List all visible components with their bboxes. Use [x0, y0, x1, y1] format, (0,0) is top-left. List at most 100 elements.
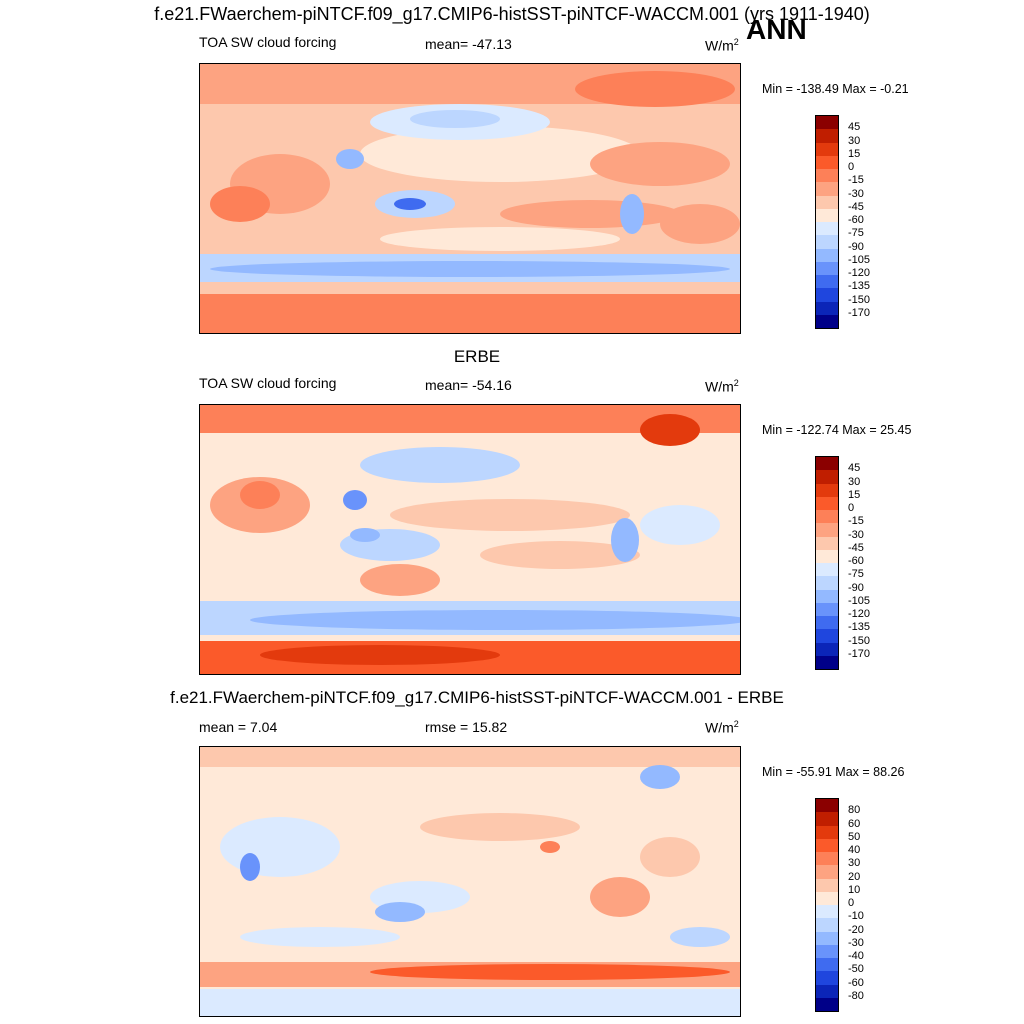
colorbar-tick-label: -50 [848, 963, 864, 976]
colorbar-tick-label: -170 [848, 306, 871, 319]
colorbar-tick-label: -30 [848, 187, 864, 200]
colorbar-tick-label: 40 [848, 844, 861, 856]
colorbar-swatch [816, 301, 838, 315]
colorbar-swatch [816, 576, 838, 590]
colorbar-swatch [816, 997, 838, 1011]
colorbar-swatch [816, 563, 838, 577]
colorbar-tick-label: -20 [848, 923, 864, 936]
colorbar-swatch [816, 536, 838, 550]
colorbar-tick-label: -60 [848, 976, 864, 989]
figure-title: f.e21.FWaerchem-piNTCF.f09_g17.CMIP6-his… [154, 4, 870, 24]
colorbar-swatch [816, 838, 838, 852]
panel2-map [199, 404, 741, 675]
colorbar-tick-label: -75 [848, 227, 864, 240]
colorbar-tick-label: -90 [848, 581, 864, 594]
colorbar-swatch [816, 195, 838, 209]
colorbar-tick-label: 0 [848, 897, 855, 909]
colorbar-swatch [816, 944, 838, 958]
panel1-map [199, 63, 741, 334]
colorbar-swatch [816, 958, 838, 972]
colorbar-tick-label: -120 [848, 608, 871, 620]
colorbar-swatch [816, 510, 838, 524]
colorbar-tick-label: 50 [848, 830, 861, 843]
colorbar-swatch [816, 984, 838, 998]
colorbar-tick-label: 15 [848, 147, 861, 160]
colorbar-swatch [816, 248, 838, 262]
panel2-map-field [200, 405, 740, 674]
panel2-title: ERBE [453, 347, 501, 366]
colorbar-tick-label: 60 [848, 817, 861, 830]
colorbar-tick-label: 45 [848, 462, 861, 475]
panel3-title: f.e21.FWaerchem-piNTCF.f09_g17.CMIP6-his… [170, 688, 784, 707]
season-label: ANN [746, 14, 807, 45]
colorbar-tick-label: -30 [848, 528, 864, 541]
colorbar-swatch [816, 129, 838, 143]
colorbar-swatch [816, 496, 838, 510]
colorbar-tick-label: -120 [848, 267, 871, 279]
colorbar-swatch [816, 589, 838, 603]
panel2-variable-label: TOA SW cloud forcing [199, 375, 337, 391]
panel3-map-field [200, 747, 740, 1016]
panel3-mean-label: mean = 7.04 [199, 719, 278, 735]
colorbar-swatch [816, 812, 838, 826]
panel3-colorbar [815, 798, 839, 1012]
colorbar-swatch [816, 314, 838, 328]
colorbar-tick-label: -15 [848, 515, 864, 528]
colorbar-swatch [816, 261, 838, 275]
colorbar-tick-label: 0 [848, 161, 855, 173]
panel1-units-label: W/m2 [705, 37, 739, 54]
panel1-variable-label: TOA SW cloud forcing [199, 34, 337, 50]
colorbar-tick-label: 15 [848, 488, 861, 501]
colorbar-swatch [816, 931, 838, 945]
colorbar-tick-label: -150 [848, 293, 871, 306]
colorbar-swatch [816, 878, 838, 892]
colorbar-tick-label: -30 [848, 936, 864, 949]
colorbar-tick-label: -105 [848, 594, 871, 607]
colorbar-swatch [816, 629, 838, 643]
colorbar-tick-label: -75 [848, 568, 864, 581]
panel1-mean-label: mean= -47.13 [425, 36, 512, 52]
panel1-minmax-label: Min = -138.49 Max = -0.21 [762, 82, 909, 96]
colorbar-tick-label: -40 [848, 950, 864, 962]
colorbar-swatch [816, 169, 838, 183]
panel3-minmax-label: Min = -55.91 Max = 88.26 [762, 765, 905, 779]
colorbar-swatch [816, 549, 838, 563]
colorbar-swatch [816, 235, 838, 249]
panel2-minmax-label: Min = -122.74 Max = 25.45 [762, 423, 912, 437]
colorbar-tick-label: -15 [848, 174, 864, 187]
colorbar-tick-label: -45 [848, 200, 864, 213]
panel2-units-label: W/m2 [705, 378, 739, 395]
panel1-colorbar [815, 115, 839, 329]
colorbar-swatch [816, 483, 838, 497]
panel2-colorbar [815, 456, 839, 670]
colorbar-tick-label: -60 [848, 555, 864, 567]
colorbar-tick-label: -135 [848, 621, 871, 634]
colorbar-tick-label: -45 [848, 541, 864, 554]
colorbar-tick-label: -10 [848, 910, 864, 923]
colorbar-tick-label: 30 [848, 475, 861, 488]
colorbar-tick-label: -135 [848, 280, 871, 293]
panel2-mean-label: mean= -54.16 [425, 377, 512, 393]
colorbar-tick-label: 80 [848, 804, 861, 817]
colorbar-swatch [816, 275, 838, 289]
colorbar-swatch [816, 208, 838, 222]
colorbar-swatch [816, 905, 838, 919]
colorbar-swatch [816, 470, 838, 484]
colorbar-tick-label: -80 [848, 989, 864, 1002]
colorbar-tick-label: 10 [848, 883, 861, 896]
colorbar-swatch [816, 852, 838, 866]
colorbar-swatch [816, 891, 838, 905]
colorbar-tick-label: 30 [848, 857, 861, 870]
panel1-map-field [200, 64, 740, 333]
colorbar-swatch [816, 142, 838, 156]
colorbar-swatch [816, 799, 838, 813]
colorbar-tick-label: -90 [848, 240, 864, 253]
colorbar-swatch [816, 116, 838, 130]
colorbar-swatch [816, 971, 838, 985]
colorbar-swatch [816, 918, 838, 932]
colorbar-swatch [816, 288, 838, 302]
colorbar-tick-label: -60 [848, 214, 864, 226]
colorbar-swatch [816, 155, 838, 169]
colorbar-swatch [816, 616, 838, 630]
panel3-units-label: W/m2 [705, 719, 739, 736]
